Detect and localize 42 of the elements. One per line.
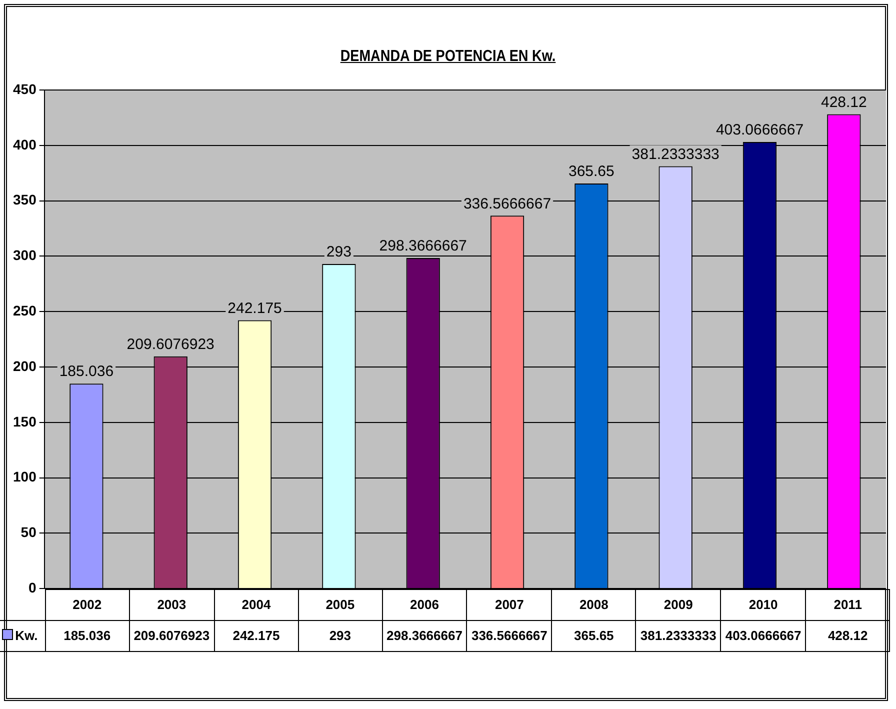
text: 242.175: [228, 300, 282, 317]
data-label: 336.5666667: [466, 620, 552, 652]
data-label: 293: [298, 620, 382, 652]
data-label: 298.3666667: [382, 620, 467, 652]
x-tick-label: 2006: [382, 589, 467, 620]
data-label: 403.0666667: [720, 620, 806, 652]
y-tick-label: 400: [13, 136, 37, 152]
text: 381.2333333: [632, 146, 720, 163]
data-label: 381.2333333: [636, 620, 721, 652]
text: 293: [326, 244, 352, 261]
x-tick-label: 2002: [45, 589, 130, 620]
y-tick-label: 100: [13, 468, 37, 485]
y-tick-label: 200: [13, 358, 37, 374]
text: 428.12: [820, 94, 867, 111]
y-tick-label: 250: [13, 302, 37, 318]
text: 365.65: [568, 163, 614, 180]
data-label: 185.036: [45, 620, 130, 652]
y-tick-label: 350: [13, 192, 37, 208]
text: 298.3666667: [379, 238, 467, 255]
text: 403.0666667: [716, 122, 804, 139]
y-tick-label: 50: [20, 524, 37, 540]
x-tick-label: 2007: [466, 589, 552, 620]
data-label: 365.65: [552, 620, 636, 652]
chart-title: DEMANDA DE POTENCIA EN Kw.: [339, 48, 557, 66]
y-tick-label: 450: [13, 80, 37, 97]
data-label: 242.175: [214, 620, 298, 652]
text: 336.5666667: [463, 195, 552, 212]
x-tick-label: 2005: [298, 589, 382, 620]
x-tick-label: 2011: [806, 589, 890, 620]
x-tick-label: 2010: [720, 589, 806, 620]
x-tick-label: 2009: [636, 589, 721, 620]
y-tick-label: 150: [13, 413, 37, 430]
legend-label: Kw.: [0, 620, 45, 652]
x-tick-label: 2004: [214, 589, 298, 620]
y-tick-label: 300: [13, 247, 37, 264]
text: 209.6076923: [126, 336, 214, 353]
text: 185.036: [59, 363, 114, 380]
data-label: 209.6076923: [129, 620, 214, 652]
y-tick-label: 0: [28, 579, 37, 596]
data-label: 428.12: [806, 620, 890, 652]
x-tick-label: 2003: [129, 589, 214, 620]
x-tick-label: 2008: [552, 589, 636, 620]
